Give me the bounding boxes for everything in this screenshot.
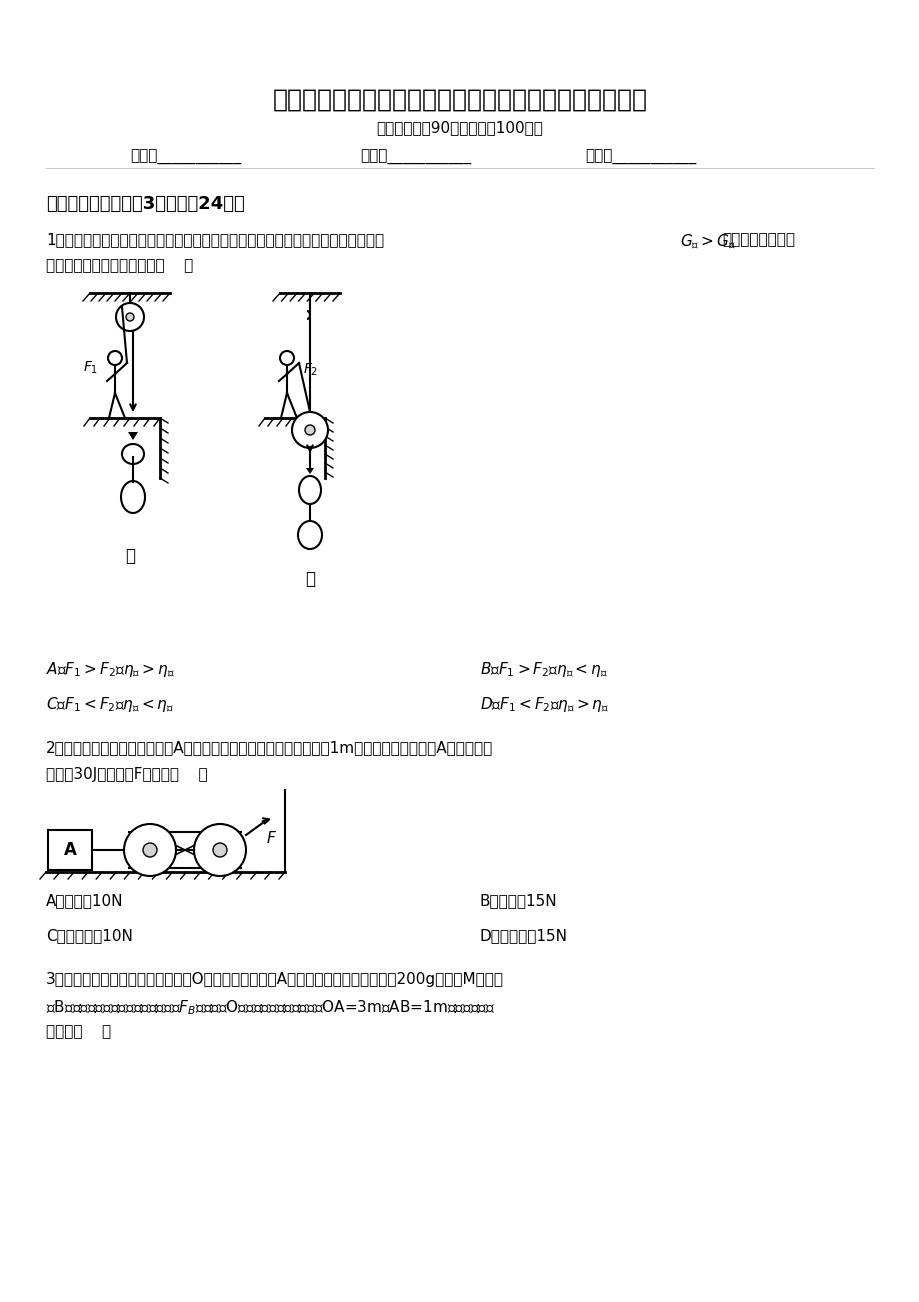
Circle shape [142, 842, 157, 857]
Circle shape [116, 303, 144, 331]
Text: （考试时间：90分钟，总分100分）: （考试时间：90分钟，总分100分） [376, 120, 543, 135]
Circle shape [213, 842, 227, 857]
Polygon shape [306, 467, 313, 474]
Text: 的功为30J，则拉力F的大小（    ）: 的功为30J，则拉力F的大小（ ） [46, 767, 208, 783]
Text: B．$F_1>F_2$，$\eta_{甲}<\eta_{乙}$: B．$F_1>F_2$，$\eta_{甲}<\eta_{乙}$ [480, 660, 607, 678]
Text: $F_1$: $F_1$ [84, 359, 98, 376]
Text: A．$F_1>F_2$，$\eta_{甲}>\eta_{乙}$: A．$F_1>F_2$，$\eta_{甲}>\eta_{乙}$ [46, 660, 175, 678]
Circle shape [291, 411, 328, 448]
Circle shape [124, 824, 176, 876]
Text: 分数：___________: 分数：___________ [584, 150, 696, 165]
Text: 1、如图所示，用同样的轻绳（不计绳重和摩擦）和滑轮分别安装成甲乙两种装置（: 1、如图所示，用同样的轻绳（不计绳重和摩擦）和滑轮分别安装成甲乙两种装置（ [46, 232, 384, 247]
Text: ）。在将同一物体: ）。在将同一物体 [721, 232, 794, 247]
Text: 匀速提升相同高度的过程中（    ）: 匀速提升相同高度的过程中（ ） [46, 258, 193, 273]
Text: 一、单选题（每小题3分，共计24分）: 一、单选题（每小题3分，共计24分） [46, 195, 244, 214]
Text: A: A [63, 841, 76, 859]
Polygon shape [128, 432, 138, 440]
Text: D．一定大于15N: D．一定大于15N [480, 928, 567, 943]
Text: 2、如图所示的滑轮组，当物体A在动滑轮作用下由静止水平向右移动1m时，动滑轮克服物体A的摩擦力做: 2、如图所示的滑轮组，当物体A在动滑轮作用下由静止水平向右移动1m时，动滑轮克服… [46, 740, 493, 755]
Text: 人教版八年级物理下册第十二章简单机械期末试卷可打印: 人教版八年级物理下册第十二章简单机械期末试卷可打印 [272, 89, 647, 112]
Text: 班级：___________: 班级：___________ [130, 150, 241, 165]
Text: 确的是（    ）: 确的是（ ） [46, 1023, 111, 1039]
Text: $G_{甲}>G_{乙}$: $G_{甲}>G_{乙}$ [679, 232, 735, 251]
Circle shape [305, 424, 314, 435]
FancyBboxPatch shape [48, 829, 92, 870]
Circle shape [194, 824, 245, 876]
Text: 乙: 乙 [305, 570, 314, 589]
Text: D．$F_1<F_2$，$\eta_{甲}>\eta_{乙}$: D．$F_1<F_2$，$\eta_{甲}>\eta_{乙}$ [480, 695, 608, 713]
Text: 甲: 甲 [125, 547, 135, 565]
Text: 在B点施加一个始终垂直于杠杆的拉力$F_B$，杠杆绕O点匀速转动到虚线位置，OA=3m，AB=1m。下列说法正: 在B点施加一个始终垂直于杠杆的拉力$F_B$，杠杆绕O点匀速转动到虚线位置，OA… [46, 999, 494, 1017]
Text: C．一定大于10N: C．一定大于10N [46, 928, 132, 943]
Text: C．$F_1<F_2$，$\eta_{甲}<\eta_{乙}$: C．$F_1<F_2$，$\eta_{甲}<\eta_{乙}$ [46, 695, 174, 713]
Circle shape [126, 312, 134, 322]
Text: A．一定是10N: A．一定是10N [46, 893, 123, 907]
Text: 姓名：___________: 姓名：___________ [359, 150, 471, 165]
Text: $F_2$: $F_2$ [302, 362, 318, 379]
Text: $F$: $F$ [266, 829, 277, 846]
Text: B．一定是15N: B．一定是15N [480, 893, 557, 907]
Text: 3、如图所示，重力不计的杠杆可绕O点无摩擦转动，在A端用轻质细绳悬挂一质量为200g的物体M，同时: 3、如图所示，重力不计的杠杆可绕O点无摩擦转动，在A端用轻质细绳悬挂一质量为20… [46, 973, 504, 987]
